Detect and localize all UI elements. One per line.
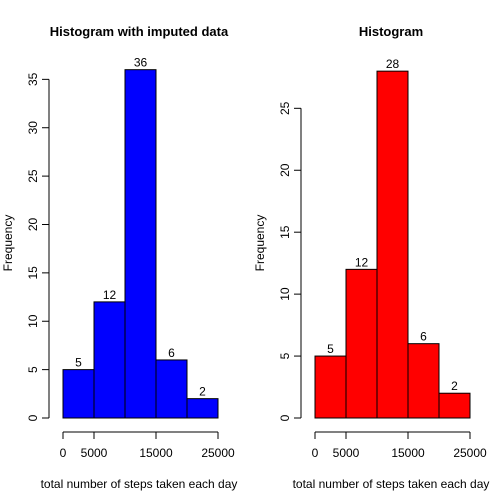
histogram-imputed-panel: Histogram with imputed data total number… <box>1 24 237 491</box>
y-tick-label: 0 <box>278 414 292 421</box>
x-tick-label: 25000 <box>453 446 487 460</box>
x-axis-label: total number of steps taken each day <box>41 477 238 491</box>
histogram-bar <box>155 359 188 419</box>
y-tick-label: 20 <box>26 217 40 231</box>
histogram-bar <box>62 369 95 419</box>
y-tick-label: 25 <box>278 101 292 115</box>
bar-count-label: 5 <box>75 356 82 370</box>
y-tick-label: 5 <box>278 352 292 359</box>
bar-count-label: 2 <box>451 379 458 393</box>
bar-count-label: 2 <box>199 385 206 399</box>
histogram-bar <box>314 355 347 419</box>
histogram-bar <box>345 268 378 419</box>
bar-count-label: 28 <box>386 57 400 71</box>
histogram-bar <box>376 70 409 419</box>
y-tick-label: 15 <box>26 266 40 280</box>
y-tick-label: 20 <box>278 163 292 177</box>
y-tick-label: 10 <box>26 314 40 328</box>
bar-count-label: 12 <box>355 255 369 269</box>
histogram-bar <box>124 69 157 419</box>
histogram-panel: Histogram total number of steps taken ea… <box>253 24 489 491</box>
y-tick-label: 5 <box>26 366 40 373</box>
y-axis: 0 5 10 15 20 25 30 35 <box>26 72 50 421</box>
y-axis: 0 5 10 15 20 25 <box>278 101 302 421</box>
x-tick-label: 25000 <box>201 446 235 460</box>
x-tick-label: 5000 <box>333 446 360 460</box>
bar-count-label: 6 <box>168 346 175 360</box>
bar-count-label: 36 <box>134 56 148 70</box>
bars <box>62 69 219 419</box>
y-axis-label: Frequency <box>1 215 15 272</box>
y-tick-label: 25 <box>26 169 40 183</box>
x-axis: 0 5000 15000 25000 <box>60 431 235 460</box>
y-tick-label: 10 <box>278 287 292 301</box>
chart-title: Histogram <box>359 24 423 39</box>
x-tick-label: 0 <box>60 446 67 460</box>
y-axis-label: Frequency <box>253 215 267 272</box>
x-tick-label: 0 <box>312 446 319 460</box>
bar-count-label: 6 <box>420 330 427 344</box>
histogram-bar <box>93 301 126 419</box>
chart-title: Histogram with imputed data <box>50 24 229 39</box>
y-tick-label: 0 <box>26 414 40 421</box>
histogram-bar <box>407 343 440 419</box>
x-tick-label: 15000 <box>139 446 173 460</box>
y-tick-label: 35 <box>26 72 40 86</box>
bar-count-label: 5 <box>327 342 334 356</box>
x-axis-label: total number of steps taken each day <box>293 477 490 491</box>
bar-labels: 5 12 36 6 2 <box>75 56 206 399</box>
x-axis: 0 5000 15000 25000 <box>312 431 487 460</box>
bar-labels: 5 12 28 6 2 <box>327 57 458 393</box>
y-tick-label: 30 <box>26 121 40 135</box>
y-tick-label: 15 <box>278 225 292 239</box>
histogram-bar <box>186 398 219 419</box>
bars <box>314 70 471 419</box>
x-tick-label: 5000 <box>81 446 108 460</box>
bar-count-label: 12 <box>103 288 117 302</box>
x-tick-label: 15000 <box>391 446 425 460</box>
histogram-bar <box>438 392 471 419</box>
